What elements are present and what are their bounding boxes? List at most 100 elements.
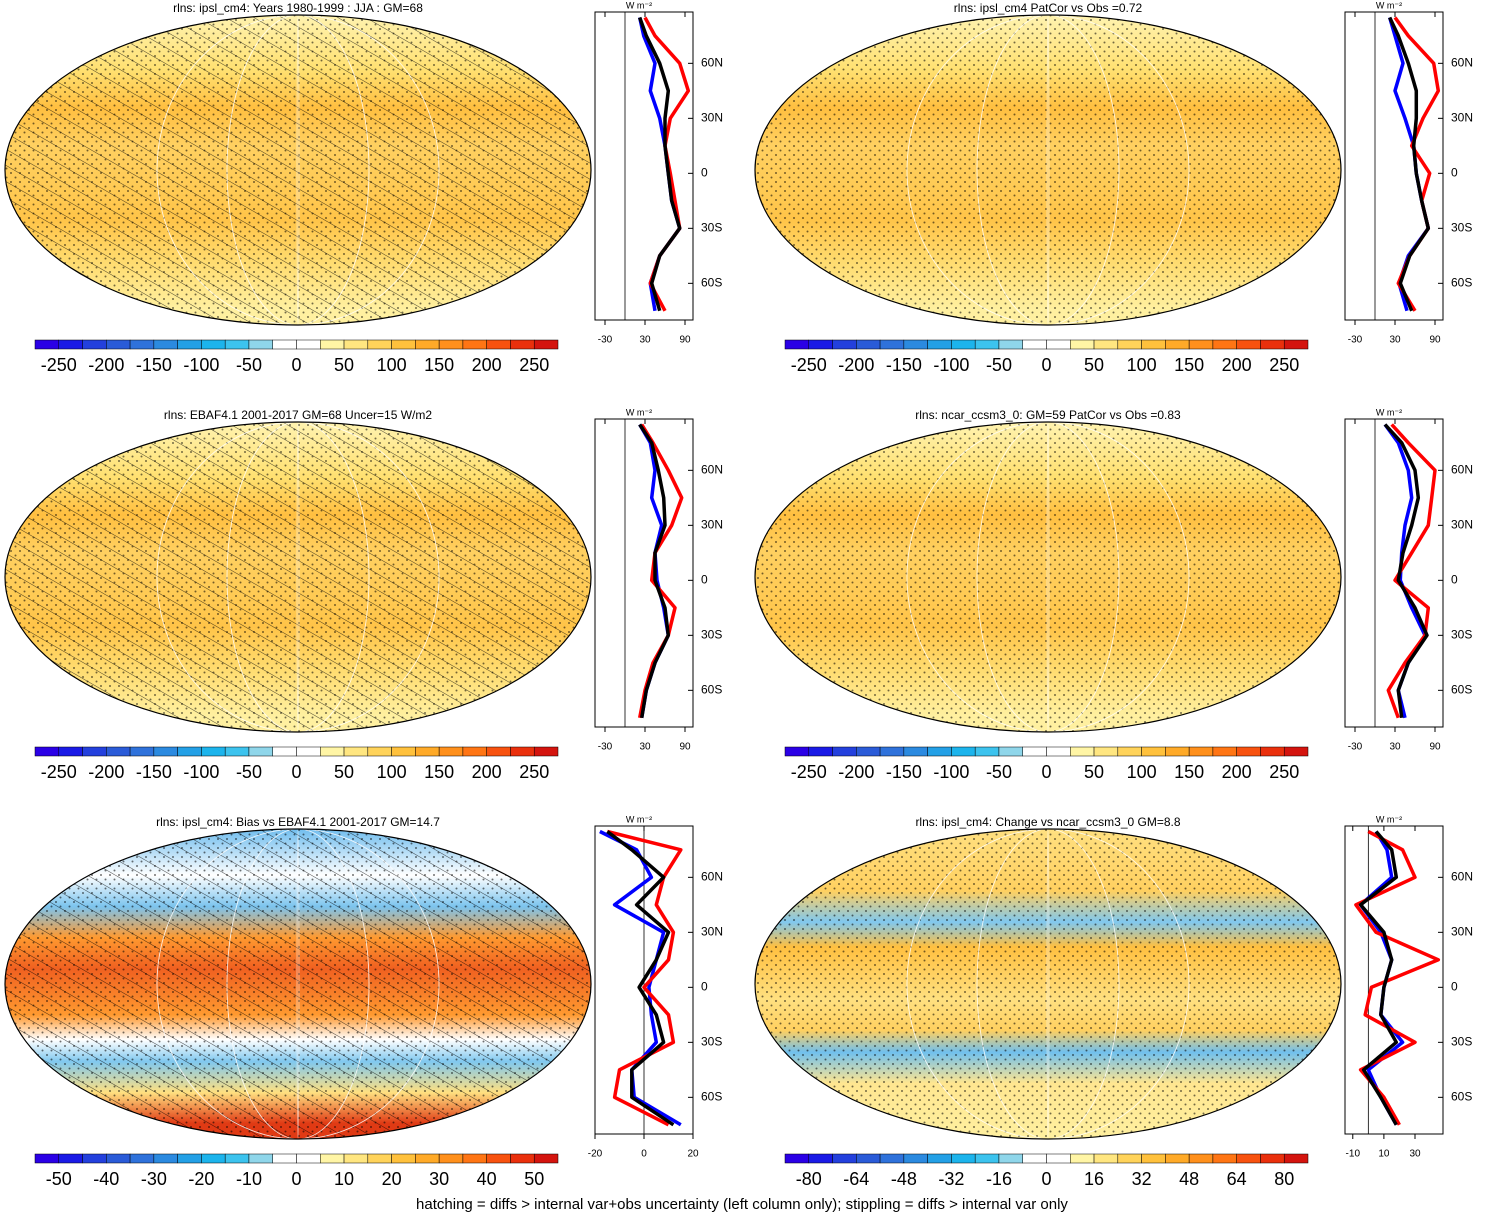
colorbar-box	[1236, 746, 1261, 757]
colorbar-box	[533, 746, 559, 757]
map-border	[754, 14, 1342, 326]
x-tick-label: 90	[1429, 742, 1441, 753]
stippling	[755, 829, 1341, 1139]
colorbar-box	[1188, 746, 1214, 757]
colorbar-label: 32	[1132, 1169, 1152, 1189]
colorbar-label: -100	[933, 355, 969, 375]
colorbar-box	[1165, 1153, 1190, 1164]
colorbar-label: 250	[519, 355, 549, 375]
y-tick-label: 30S	[701, 221, 722, 235]
colorbar-box	[34, 1153, 60, 1164]
y-tick-label: 0	[1451, 573, 1458, 587]
stippling	[755, 422, 1341, 732]
y-tick-label: 0	[701, 166, 708, 180]
colorbar-box	[248, 746, 273, 757]
colorbar-label: -150	[136, 355, 172, 375]
colorbar-box	[462, 746, 487, 757]
colorbar-box	[903, 746, 928, 757]
colorbar-box	[927, 1153, 952, 1164]
colorbar-box	[296, 339, 321, 350]
colorbar-box	[927, 746, 952, 757]
colorbar-box	[927, 339, 952, 350]
colorbar-box	[1236, 339, 1261, 350]
colorbar-box	[34, 339, 60, 350]
panel-title: rlns: ipsl_cm4 PatCor vs Obs =0.72	[954, 1, 1143, 15]
y-tick-label: 0	[701, 573, 708, 587]
unit-label: W m⁻²	[1376, 814, 1402, 824]
x-tick-label: 10	[1378, 1149, 1390, 1160]
y-tick-label: 30N	[1451, 518, 1473, 532]
colorbar-box	[201, 1153, 226, 1164]
colorbar-label: -200	[838, 355, 874, 375]
map-border	[754, 421, 1342, 733]
colorbar-box	[1093, 746, 1119, 757]
colorbar-box	[438, 746, 464, 757]
y-tick-label: 60N	[701, 463, 723, 477]
colorbar-label: 250	[519, 762, 549, 782]
colorbar-box	[1022, 1153, 1047, 1164]
colorbar-box	[808, 339, 833, 350]
colorbar-box	[296, 746, 321, 757]
colorbar-label: -250	[791, 762, 827, 782]
colorbar-label: -80	[796, 1169, 822, 1189]
colorbar-box	[1093, 339, 1119, 350]
zonal-line	[1354, 829, 1441, 1126]
colorbar-box	[832, 1153, 857, 1164]
colorbar-box	[832, 746, 857, 757]
colorbar-label: -250	[41, 762, 77, 782]
colorbar-box	[903, 339, 928, 350]
colorbar-box	[272, 1153, 297, 1164]
colorbar-box	[1212, 339, 1237, 350]
colorbar-box	[177, 746, 202, 757]
y-tick-label: 60S	[701, 1090, 722, 1104]
colorbar-label: 250	[1269, 762, 1299, 782]
zonal-frame	[594, 418, 694, 728]
colorbar-box	[462, 1153, 487, 1164]
colorbar-box	[1022, 339, 1047, 350]
colorbar-box	[153, 339, 178, 350]
y-tick-label: 30S	[1451, 221, 1472, 235]
y-tick-label: 30S	[701, 1035, 722, 1049]
zonal-line	[1358, 830, 1399, 1126]
colorbar-box	[1117, 339, 1142, 350]
zonal-line	[638, 423, 671, 719]
colorbar-box	[903, 1153, 928, 1164]
colorbar-box	[58, 1153, 83, 1164]
colorbar-box	[998, 339, 1023, 350]
panel-title: rlns: ncar_ccsm3_0: GM=59 PatCor vs Obs …	[915, 408, 1181, 422]
colorbar-label: -200	[88, 762, 124, 782]
colorbar-box	[974, 746, 1000, 757]
colorbar-box	[856, 746, 881, 757]
colorbar-box	[391, 339, 416, 350]
x-tick-label: -30	[1348, 335, 1363, 346]
stippling	[755, 15, 1341, 325]
colorbar-label: -48	[891, 1169, 917, 1189]
colorbar-box	[486, 746, 511, 757]
colorbar-box	[856, 1153, 881, 1164]
unit-label: W m⁻²	[1376, 0, 1402, 10]
colorbar-box	[533, 339, 559, 350]
colorbar-label: 0	[1041, 1169, 1051, 1189]
zonal-frame	[1344, 418, 1444, 728]
colorbar-box	[1236, 1153, 1261, 1164]
y-tick-label: 60S	[1451, 276, 1472, 290]
colorbar-label: -50	[46, 1169, 72, 1189]
y-tick-label: 30N	[701, 111, 723, 125]
y-tick-label: 30N	[1451, 111, 1473, 125]
colorbar-box	[272, 339, 297, 350]
colorbar-box	[153, 1153, 178, 1164]
x-tick-label: -30	[1348, 742, 1363, 753]
colorbar-label: -150	[886, 762, 922, 782]
colorbar-box	[438, 1153, 464, 1164]
colorbar-box	[343, 339, 369, 350]
colorbar-box	[201, 339, 226, 350]
colorbar-label: -150	[886, 355, 922, 375]
colorbar-box	[1283, 746, 1309, 757]
colorbar-box	[129, 1153, 155, 1164]
colorbar-box	[415, 1153, 440, 1164]
colorbar-box	[510, 339, 535, 350]
colorbar-label: -250	[41, 355, 77, 375]
colorbar-label: -100	[183, 355, 219, 375]
colorbar-label: -50	[236, 762, 262, 782]
panel-title: rlns: EBAF4.1 2001-2017 GM=68 Uncer=15 W…	[164, 408, 432, 422]
